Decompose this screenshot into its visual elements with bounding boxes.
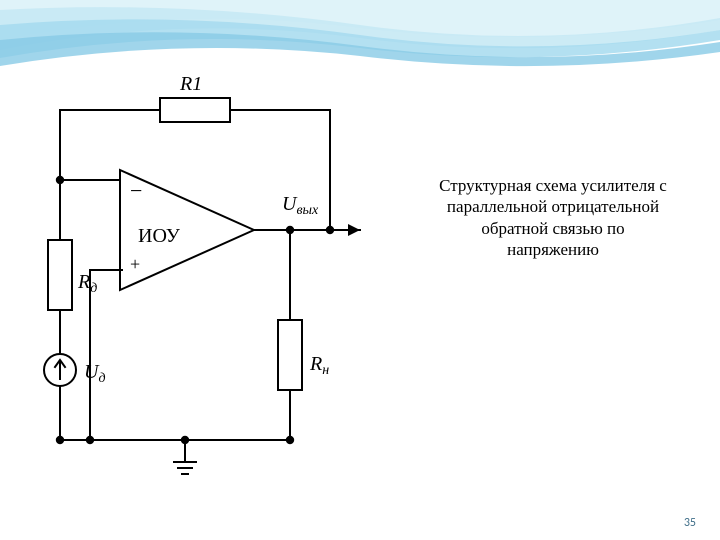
label-plus: + [130,254,140,274]
label-rn: Rн [309,353,329,378]
page-number: 35 [684,516,696,530]
caption-text: Структурная схема усилителя с параллельн… [438,175,668,260]
label-r1: R1 [179,73,202,95]
label-uout: Uвых [282,193,319,218]
label-minus: − [130,178,142,203]
label-opamp: ИОУ [138,225,181,247]
label-ud: Uд [84,361,106,386]
slide-content: R1 Rд Rн Uд Uвых ИОУ − + Структурная схе… [0,0,720,540]
circuit-diagram: R1 Rд Rн Uд Uвых ИОУ − + [30,70,390,490]
label-rd: Rд [77,271,97,296]
